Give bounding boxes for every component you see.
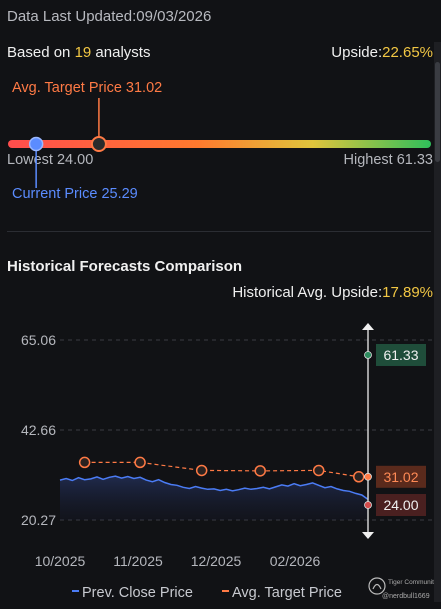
legend-label[interactable]: Avg. Target Price: [232, 585, 342, 601]
y-tick-label: 42.66: [21, 422, 56, 438]
price-range-bar: [8, 98, 431, 188]
historical-upside-text: Historical Avg. Upside:17.89%: [232, 284, 433, 301]
upside-label: Upside:: [331, 44, 383, 61]
section-divider: [7, 231, 431, 232]
value-tag: [376, 343, 426, 366]
current-price-marker: [28, 136, 44, 152]
avg-target-line: [84, 461, 359, 478]
close-price-area: [60, 476, 368, 520]
analyst-count: 19: [74, 44, 92, 61]
historical-upside-label: Historical Avg. Upside:: [232, 284, 383, 301]
range-gradient: [8, 140, 431, 148]
avg-target-label: Avg. Target Price 31.02: [12, 80, 163, 96]
x-tick-label: 12/2025: [191, 553, 242, 569]
historical-forecast-chart: 65.06 42.66 20.27 10/2025 11/2025 12/2025 02/…: [21, 323, 432, 601]
tiger-logo-icon: [368, 577, 386, 595]
crosshair-bottom-handle[interactable]: [362, 532, 374, 539]
target-point: [312, 464, 325, 477]
cursor-value-dot: [364, 351, 372, 359]
cursor-value-dot: [364, 501, 372, 509]
value-tag: [376, 465, 426, 488]
current-price-label: Current Price 25.29: [12, 186, 138, 202]
last-updated-label: Data Last Updated:: [7, 8, 137, 25]
target-point: [254, 465, 266, 477]
x-tick-label: 02/2026: [270, 553, 321, 569]
historical-title: Historical Forecasts Comparison: [7, 258, 243, 275]
watermark-brand: Tiger Community: [388, 579, 438, 586]
avg-target-marker: [90, 136, 107, 152]
legend-label[interactable]: Prev. Close Price: [82, 585, 193, 601]
target-point: [195, 464, 208, 477]
crosshair-top-handle[interactable]: [362, 323, 374, 330]
watermark-handle: @nerdbull1669: [382, 593, 430, 600]
y-tick-label: 20.27: [21, 512, 56, 528]
cursor-value-dot: [364, 472, 372, 481]
target-point: [78, 456, 91, 469]
value-tag-label: 61.33: [383, 347, 418, 363]
x-tick-label: 11/2025: [113, 553, 163, 569]
upside-text: Upside:22.65%: [331, 44, 433, 61]
value-tag-label: 24.00: [383, 497, 418, 513]
y-tick-label: 65.06: [21, 332, 56, 348]
analyst-count-text: Based on 19 analysts: [7, 44, 150, 61]
last-updated: Data Last Updated:09/03/2026: [7, 8, 211, 25]
based-suffix: analysts: [91, 44, 151, 61]
scrollbar-thumb[interactable]: [435, 62, 440, 162]
last-updated-date: 09/03/2026: [136, 8, 212, 25]
lowest-label: Lowest 24.00: [7, 152, 94, 168]
value-tag: [376, 494, 426, 517]
x-tick-label: 10/2025: [35, 553, 86, 569]
target-point: [353, 471, 365, 483]
value-tag-label: 31.02: [383, 469, 418, 485]
close-price-line: [59, 475, 369, 501]
upside-value: 22.65%: [382, 44, 433, 61]
based-prefix: Based on: [7, 44, 75, 61]
highest-label: Highest 61.33: [343, 152, 433, 168]
historical-upside-value: 17.89%: [382, 284, 433, 301]
target-point: [134, 456, 146, 469]
scrollbar-track[interactable]: [434, 42, 441, 602]
